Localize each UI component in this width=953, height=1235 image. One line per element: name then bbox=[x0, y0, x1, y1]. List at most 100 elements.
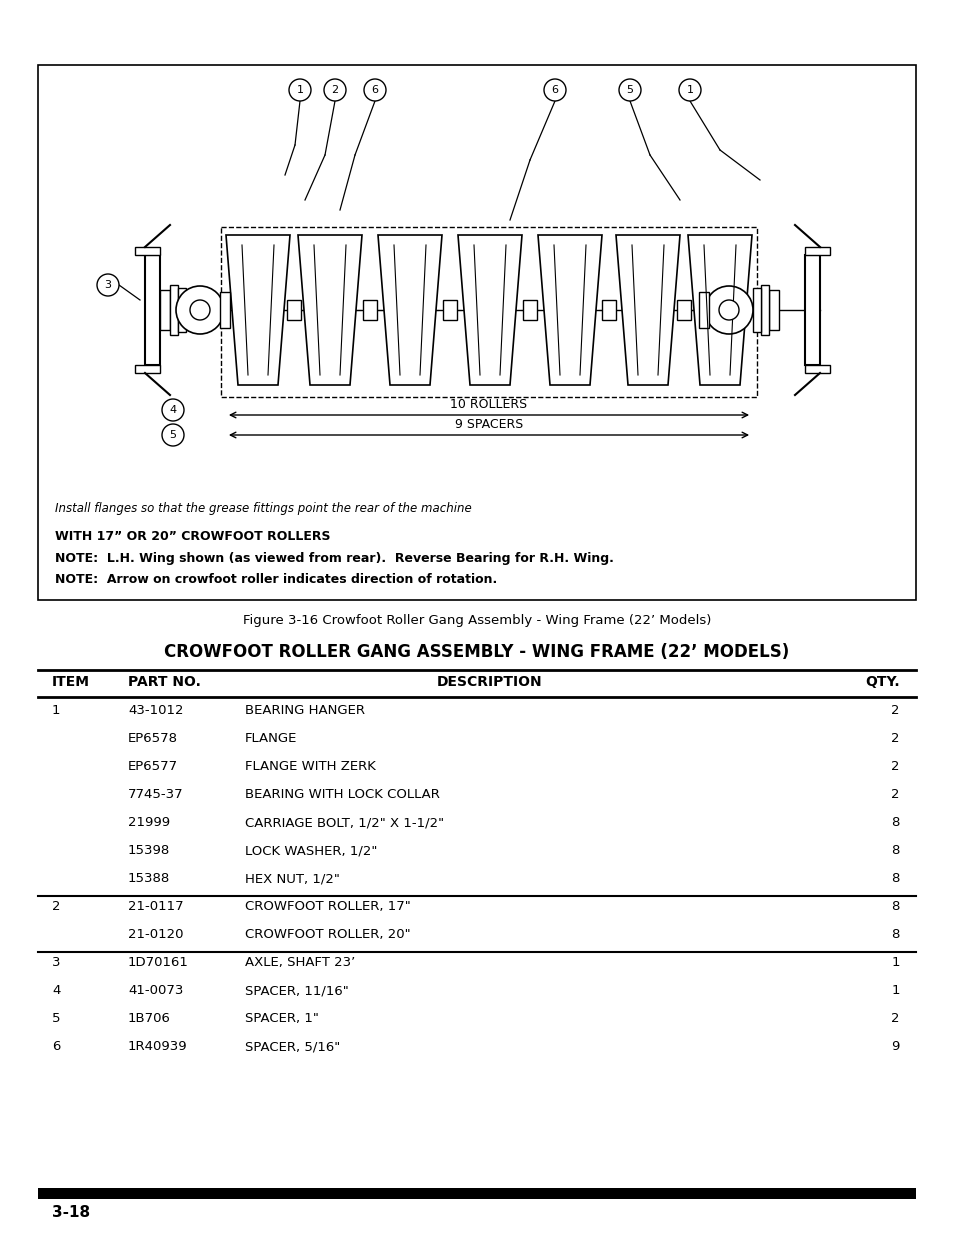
Text: 21999: 21999 bbox=[128, 816, 170, 829]
Text: FLANGE: FLANGE bbox=[245, 732, 297, 745]
Text: SPACER, 11/16": SPACER, 11/16" bbox=[245, 984, 349, 997]
Text: 1: 1 bbox=[296, 85, 303, 95]
Text: ITEM: ITEM bbox=[52, 676, 90, 689]
Bar bbox=[804, 254, 820, 366]
Text: 3: 3 bbox=[105, 280, 112, 290]
Text: 5: 5 bbox=[170, 430, 176, 440]
Text: LOCK WASHER, 1/2": LOCK WASHER, 1/2" bbox=[245, 844, 377, 857]
Bar bbox=[145, 254, 160, 366]
Circle shape bbox=[162, 399, 184, 421]
Bar bbox=[699, 291, 708, 329]
Text: 1: 1 bbox=[52, 704, 60, 718]
Bar bbox=[804, 247, 829, 254]
Text: 15398: 15398 bbox=[128, 844, 170, 857]
Text: 4: 4 bbox=[52, 984, 60, 997]
Text: 2: 2 bbox=[890, 704, 899, 718]
Bar bbox=[135, 247, 160, 254]
Text: 2: 2 bbox=[890, 732, 899, 745]
Text: 2: 2 bbox=[331, 85, 338, 95]
Text: CROWFOOT ROLLER, 17": CROWFOOT ROLLER, 17" bbox=[245, 900, 411, 913]
Text: Install flanges so that the grease fittings point the rear of the machine: Install flanges so that the grease fitti… bbox=[55, 501, 471, 515]
Circle shape bbox=[704, 287, 752, 333]
Text: 15388: 15388 bbox=[128, 872, 170, 885]
Text: 21-0120: 21-0120 bbox=[128, 927, 183, 941]
Text: 1D70161: 1D70161 bbox=[128, 956, 189, 969]
Text: SPACER, 5/16": SPACER, 5/16" bbox=[245, 1040, 340, 1053]
Bar bbox=[178, 288, 186, 332]
Polygon shape bbox=[537, 235, 601, 385]
Text: 2: 2 bbox=[890, 760, 899, 773]
Text: 1R40939: 1R40939 bbox=[128, 1040, 188, 1053]
Text: 5: 5 bbox=[626, 85, 633, 95]
Text: CROWFOOT ROLLER GANG ASSEMBLY - WING FRAME (22’ MODELS): CROWFOOT ROLLER GANG ASSEMBLY - WING FRA… bbox=[164, 643, 789, 661]
Circle shape bbox=[175, 287, 224, 333]
Text: CARRIAGE BOLT, 1/2" X 1-1/2": CARRIAGE BOLT, 1/2" X 1-1/2" bbox=[245, 816, 444, 829]
Text: QTY.: QTY. bbox=[864, 676, 899, 689]
Text: 43-1012: 43-1012 bbox=[128, 704, 183, 718]
Bar bbox=[220, 291, 230, 329]
Text: 21-0117: 21-0117 bbox=[128, 900, 183, 913]
Text: AXLE, SHAFT 23’: AXLE, SHAFT 23’ bbox=[245, 956, 355, 969]
Text: PART NO.: PART NO. bbox=[128, 676, 201, 689]
Polygon shape bbox=[687, 235, 751, 385]
Text: 1: 1 bbox=[890, 984, 899, 997]
Text: 9: 9 bbox=[891, 1040, 899, 1053]
Text: BEARING HANGER: BEARING HANGER bbox=[245, 704, 365, 718]
Bar bbox=[221, 227, 757, 396]
Text: 7745-37: 7745-37 bbox=[128, 788, 183, 802]
Polygon shape bbox=[616, 235, 679, 385]
Circle shape bbox=[543, 79, 565, 101]
Text: DESCRIPTION: DESCRIPTION bbox=[436, 676, 542, 689]
Circle shape bbox=[190, 300, 210, 320]
Text: SPACER, 1": SPACER, 1" bbox=[245, 1011, 318, 1025]
Text: CROWFOOT ROLLER, 20": CROWFOOT ROLLER, 20" bbox=[245, 927, 410, 941]
Text: EP6578: EP6578 bbox=[128, 732, 178, 745]
Text: WITH 17” OR 20” CROWFOOT ROLLERS: WITH 17” OR 20” CROWFOOT ROLLERS bbox=[55, 530, 330, 543]
Text: 1B706: 1B706 bbox=[128, 1011, 171, 1025]
Text: 3: 3 bbox=[52, 956, 60, 969]
Bar bbox=[170, 285, 178, 335]
Bar bbox=[38, 65, 915, 600]
Text: 8: 8 bbox=[891, 816, 899, 829]
Bar bbox=[601, 300, 616, 320]
Circle shape bbox=[162, 424, 184, 446]
Text: 3-18: 3-18 bbox=[52, 1205, 90, 1220]
Bar bbox=[677, 300, 690, 320]
Text: 8: 8 bbox=[891, 900, 899, 913]
Circle shape bbox=[289, 79, 311, 101]
Circle shape bbox=[618, 79, 640, 101]
Text: 8: 8 bbox=[891, 872, 899, 885]
Text: HEX NUT, 1/2": HEX NUT, 1/2" bbox=[245, 872, 339, 885]
Text: 6: 6 bbox=[551, 85, 558, 95]
Circle shape bbox=[324, 79, 346, 101]
Bar bbox=[363, 300, 376, 320]
Bar bbox=[804, 366, 829, 373]
Polygon shape bbox=[297, 235, 361, 385]
Bar bbox=[135, 366, 160, 373]
Bar bbox=[287, 300, 301, 320]
Polygon shape bbox=[377, 235, 441, 385]
Polygon shape bbox=[457, 235, 521, 385]
Bar bbox=[768, 290, 779, 330]
Circle shape bbox=[97, 274, 119, 296]
Text: NOTE:  L.H. Wing shown (as viewed from rear).  Reverse Bearing for R.H. Wing.: NOTE: L.H. Wing shown (as viewed from re… bbox=[55, 552, 613, 564]
Circle shape bbox=[679, 79, 700, 101]
Text: FLANGE WITH ZERK: FLANGE WITH ZERK bbox=[245, 760, 375, 773]
Text: Figure 3-16 Crowfoot Roller Gang Assembly - Wing Frame (22’ Models): Figure 3-16 Crowfoot Roller Gang Assembl… bbox=[243, 614, 710, 627]
Text: 8: 8 bbox=[891, 844, 899, 857]
Bar bbox=[760, 285, 768, 335]
Text: EP6577: EP6577 bbox=[128, 760, 178, 773]
Text: 9 SPACERS: 9 SPACERS bbox=[455, 417, 522, 431]
Text: 4: 4 bbox=[170, 405, 176, 415]
Bar bbox=[522, 300, 537, 320]
Text: BEARING WITH LOCK COLLAR: BEARING WITH LOCK COLLAR bbox=[245, 788, 439, 802]
Text: 6: 6 bbox=[52, 1040, 60, 1053]
Text: 5: 5 bbox=[52, 1011, 60, 1025]
Bar bbox=[38, 1188, 915, 1199]
Bar bbox=[752, 288, 760, 332]
Text: 1: 1 bbox=[686, 85, 693, 95]
Text: 8: 8 bbox=[891, 927, 899, 941]
Text: 2: 2 bbox=[890, 1011, 899, 1025]
Circle shape bbox=[719, 300, 739, 320]
Circle shape bbox=[364, 79, 386, 101]
